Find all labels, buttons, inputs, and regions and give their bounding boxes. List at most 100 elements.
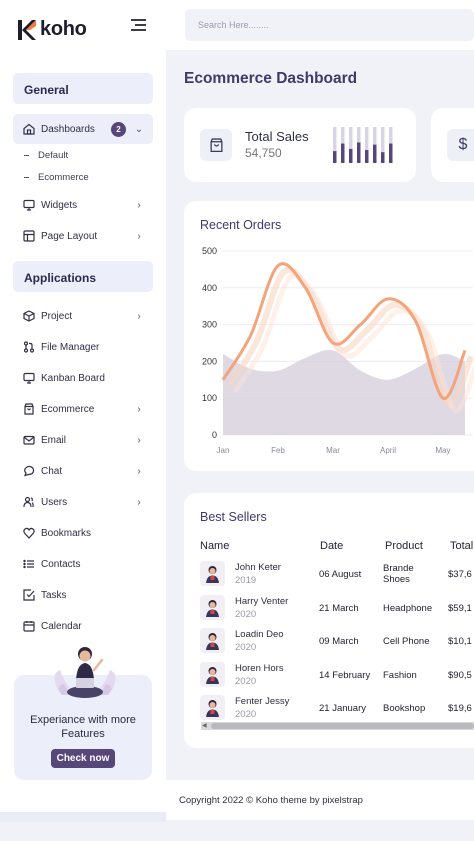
mini-bar	[341, 143, 345, 163]
mini-bar	[389, 143, 393, 163]
area-series	[223, 349, 465, 435]
sidebar-item-email[interactable]: Email ›	[13, 425, 153, 455]
column-header-total: Total	[450, 540, 474, 552]
seller-date: 09 March	[319, 636, 359, 647]
home-icon	[22, 123, 35, 136]
mini-bar	[381, 152, 385, 163]
sidebar-item-tasks[interactable]: Tasks	[13, 580, 153, 610]
chevron-right-icon: ›	[137, 230, 141, 242]
chat-icon	[22, 465, 35, 478]
sidebar-item-ecommerce[interactable]: Ecommerce ›	[13, 394, 153, 424]
heart-icon	[22, 527, 35, 540]
seller-year: 2020	[235, 675, 257, 687]
x-tick-label: April	[380, 446, 396, 455]
seller-year: 2020	[235, 709, 257, 720]
sidebar-item-project[interactable]: Project ›	[13, 301, 153, 331]
avatar	[200, 661, 225, 687]
sidebar-item-label: Ecommerce	[41, 403, 95, 415]
sidebar-item-kanban-board[interactable]: Kanban Board	[13, 363, 153, 393]
seller-year: 2019	[235, 575, 257, 586]
check-now-button[interactable]: Check now	[51, 749, 115, 768]
sidebar-item-contacts[interactable]: Contacts	[13, 549, 153, 579]
monitor-icon	[22, 199, 35, 212]
mini-bar	[373, 144, 377, 163]
mini-bar-track	[349, 127, 353, 163]
best-sellers-card	[184, 493, 474, 748]
sidebar-item-calendar[interactable]: Calendar	[13, 611, 153, 641]
mini-bar	[349, 148, 353, 163]
y-tick-label: 300	[202, 320, 217, 330]
seller-year: 2020	[235, 642, 257, 653]
sidebar-item-label: Project	[41, 310, 73, 322]
sidebar-item-label: Contacts	[41, 558, 81, 570]
mini-bar	[357, 142, 361, 163]
menu-toggle-icon[interactable]	[131, 19, 146, 31]
chevron-right-icon: ›	[137, 434, 141, 446]
seller-date: 21 March	[319, 602, 359, 614]
y-tick-label: 100	[202, 393, 217, 403]
logo-mark-icon	[18, 19, 36, 40]
seller-name: Fenter Jessy	[235, 696, 290, 707]
sidebar-item-label: File Manager	[41, 341, 100, 353]
mini-bar-track	[365, 127, 369, 163]
y-tick-label: 200	[202, 356, 217, 366]
section-applications: Applications	[13, 261, 153, 292]
sidebar-item-dashboards[interactable]: Dashboards 2 ⌄	[13, 114, 153, 144]
seller-date: 21 January	[319, 703, 367, 714]
sidebar-item-page-layout[interactable]: Page Layout ›	[13, 221, 153, 251]
search-input[interactable]	[185, 9, 474, 41]
seller-total: $19,6	[448, 703, 472, 714]
recent-orders-title: Recent Orders	[200, 218, 282, 232]
y-tick-label: 0	[212, 430, 217, 440]
sidebar-item-chat[interactable]: Chat ›	[13, 456, 153, 486]
seller-total: $37,6	[448, 569, 472, 580]
line-series-shadow	[232, 273, 474, 413]
seller-product: Headphone	[383, 602, 433, 614]
sales-mini-bar-chart	[333, 127, 393, 163]
mail-icon	[22, 434, 35, 447]
shopping-bag-icon	[22, 403, 35, 416]
seller-product: Brande Shoes	[383, 563, 414, 585]
calendar-icon	[22, 620, 35, 633]
seller-product: Cell Phone	[383, 636, 430, 647]
promo-text: Experiance with more Features	[30, 714, 136, 740]
sidebar-item-users[interactable]: Users ›	[13, 487, 153, 517]
x-tick-label: May	[435, 446, 450, 455]
monitor-icon	[22, 372, 35, 385]
sidebar-item-file-manager[interactable]: File Manager	[13, 332, 153, 362]
sidebar-item-label: Tasks	[41, 589, 67, 601]
sidebar-item-widgets[interactable]: Widgets ›	[13, 190, 153, 220]
copyright-text: Copyright 2022 © Koho theme by pixelstra…	[179, 795, 363, 806]
chevron-right-icon: ›	[137, 403, 141, 415]
column-header-name: Name	[200, 540, 230, 552]
seller-total: $59,1	[448, 602, 472, 614]
seller-date: 14 February	[319, 669, 371, 681]
sidebar-footer-strip	[0, 812, 166, 822]
line-series	[221, 262, 467, 400]
avatar	[200, 695, 225, 720]
seller-total: $10,1	[448, 636, 472, 647]
check-square-icon	[22, 589, 35, 602]
sidebar-item-label: Widgets	[41, 199, 78, 211]
sidebar-subitem-ecommerce[interactable]: Ecommerce	[24, 172, 89, 183]
person-with-laptop-illustration	[54, 647, 116, 698]
brand-name: koho	[40, 18, 87, 40]
scroll-left-arrow-icon[interactable]: ◀	[202, 723, 207, 729]
sidebar-item-bookmarks[interactable]: Bookmarks	[13, 518, 153, 548]
scrollbar-thumb[interactable]	[211, 723, 474, 729]
line-series-shadow	[226, 266, 474, 408]
seller-name: Loadin Deo	[235, 629, 284, 640]
logo[interactable]: koho	[18, 18, 87, 41]
chevron-down-icon: ⌄	[134, 123, 144, 135]
seller-year: 2020	[235, 608, 257, 620]
chevron-right-icon: ›	[137, 465, 141, 477]
mini-bar	[365, 150, 369, 163]
mini-bar-track	[333, 127, 337, 163]
chevron-right-icon: ›	[137, 199, 141, 211]
page-title: Ecommerce Dashboard	[184, 70, 358, 87]
chevron-right-icon: ›	[137, 310, 141, 322]
sidebar-item-label: Users	[41, 496, 68, 508]
footer	[166, 780, 474, 820]
box-icon	[22, 310, 35, 323]
sidebar-subitem-default[interactable]: Default	[24, 150, 68, 161]
